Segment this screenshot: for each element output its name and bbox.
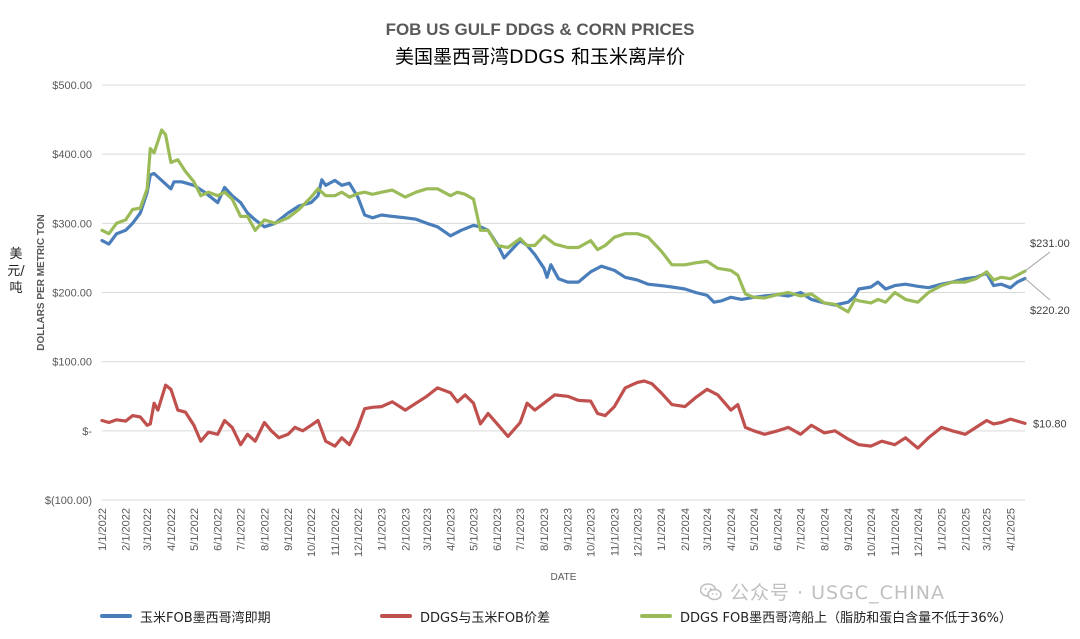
x-tick-label: 11/1/2023	[609, 508, 621, 556]
x-tick-label: 4/1/2022	[166, 508, 178, 551]
legend-label-corn: 玉米FOB墨西哥湾即期	[140, 610, 271, 626]
x-tick-label: 12/1/2024	[913, 508, 925, 557]
x-tick-label: 7/1/2024	[796, 508, 808, 551]
legend-item-spread: DDGS与玉米FOB价差	[380, 604, 550, 628]
x-tick-label: 8/1/2023	[539, 508, 551, 551]
x-tick-label: 6/1/2024	[773, 508, 785, 551]
wechat-icon	[700, 582, 722, 600]
x-tick-label: 1/1/2024	[656, 508, 668, 551]
x-tick-label: 9/1/2023	[563, 508, 575, 551]
x-tick-label: 10/1/2022	[306, 508, 318, 557]
watermark: 公众号 · USGC_CHINA	[700, 578, 945, 605]
x-tick-label: 5/1/2022	[189, 508, 201, 551]
legend-swatch-spread	[380, 614, 412, 618]
x-tick-label: 4/1/2024	[726, 508, 738, 551]
chart-title: FOB US GULF DDGS & CORN PRICES	[385, 20, 695, 39]
x-tick-label: 12/1/2022	[353, 508, 365, 557]
x-tick-label: 1/1/2022	[97, 508, 109, 551]
x-tick-label: 6/1/2023	[492, 508, 504, 551]
x-tick-label: 10/1/2023	[586, 508, 598, 557]
y-tick-label: $-	[82, 426, 92, 438]
annotation-ddgs-end: $231.00	[1030, 238, 1070, 250]
x-tick-label: 4/1/2025	[1005, 508, 1017, 551]
series-line-spread	[100, 379, 1027, 450]
x-tick-label: 3/1/2022	[142, 508, 154, 551]
legend-item-corn: 玉米FOB墨西哥湾即期	[100, 604, 271, 628]
x-tick-label: 8/1/2022	[259, 508, 271, 551]
x-tick-label: 2/1/2023	[400, 508, 412, 551]
x-tick-label: 10/1/2024	[866, 508, 878, 557]
x-tick-label: 2/1/2025	[960, 508, 972, 551]
x-tick-label: 1/1/2023	[377, 508, 389, 551]
x-tick-label: 5/1/2023	[468, 508, 480, 551]
x-tick-label: 3/1/2025	[982, 508, 994, 551]
x-tick-label: 5/1/2024	[749, 508, 761, 551]
legend-swatch-ddgs	[640, 614, 672, 618]
x-tick-label: 1/1/2025	[937, 508, 949, 551]
y-tick-label: $500.00	[52, 80, 92, 92]
x-tick-label: 12/1/2023	[632, 508, 644, 557]
annotation-spread-end: $10.80	[1033, 418, 1067, 430]
x-tick-label: 11/1/2024	[890, 508, 902, 556]
legend-label-spread: DDGS与玉米FOB价差	[420, 610, 550, 626]
legend-label-ddgs: DDGS FOB墨西哥湾船上（脂肪和蛋白含量不低于36%）	[680, 610, 1013, 626]
annotation-leader	[1024, 278, 1051, 301]
x-tick-label: 3/1/2024	[702, 508, 714, 551]
chart-subtitle: 美国墨西哥湾DDGS 和玉米离岸价	[394, 46, 686, 68]
x-tick-label: 8/1/2024	[819, 508, 831, 551]
annotation-leader	[1024, 251, 1051, 272]
watermark-text: 公众号 · USGC_CHINA	[730, 582, 945, 604]
y-tick-label: $(100.00)	[45, 495, 92, 507]
y-tick-label: $200.00	[52, 288, 92, 300]
x-tick-label: 9/1/2024	[843, 508, 855, 551]
x-tick-label: 7/1/2022	[236, 508, 248, 551]
x-tick-label: 3/1/2023	[422, 508, 434, 551]
x-axis-title: DATE	[551, 572, 577, 583]
x-tick-label: 2/1/2022	[121, 508, 133, 551]
x-tick-label: 7/1/2023	[515, 508, 527, 551]
y-tick-label: $400.00	[52, 149, 92, 161]
series-line-ddgs	[100, 128, 1027, 314]
legend-item-ddgs: DDGS FOB墨西哥湾船上（脂肪和蛋白含量不低于36%）	[640, 604, 1012, 628]
legend-swatch-corn	[100, 614, 132, 618]
x-tick-label: 9/1/2022	[283, 508, 295, 551]
y-tick-label: $100.00	[52, 357, 92, 369]
x-tick-label: 2/1/2024	[680, 508, 692, 551]
y-tick-label: $300.00	[52, 218, 92, 230]
y-axis-label-cn: 美元/吨	[7, 247, 25, 296]
y-axis-title: DOLLARS PER METRIC TON	[36, 214, 47, 350]
x-tick-label: 4/1/2023	[446, 508, 458, 551]
series-line-corn	[100, 171, 1027, 307]
x-tick-label: 6/1/2022	[213, 508, 225, 551]
annotation-corn-end: $220.20	[1030, 305, 1070, 317]
x-tick-label: 11/1/2022	[330, 508, 342, 556]
